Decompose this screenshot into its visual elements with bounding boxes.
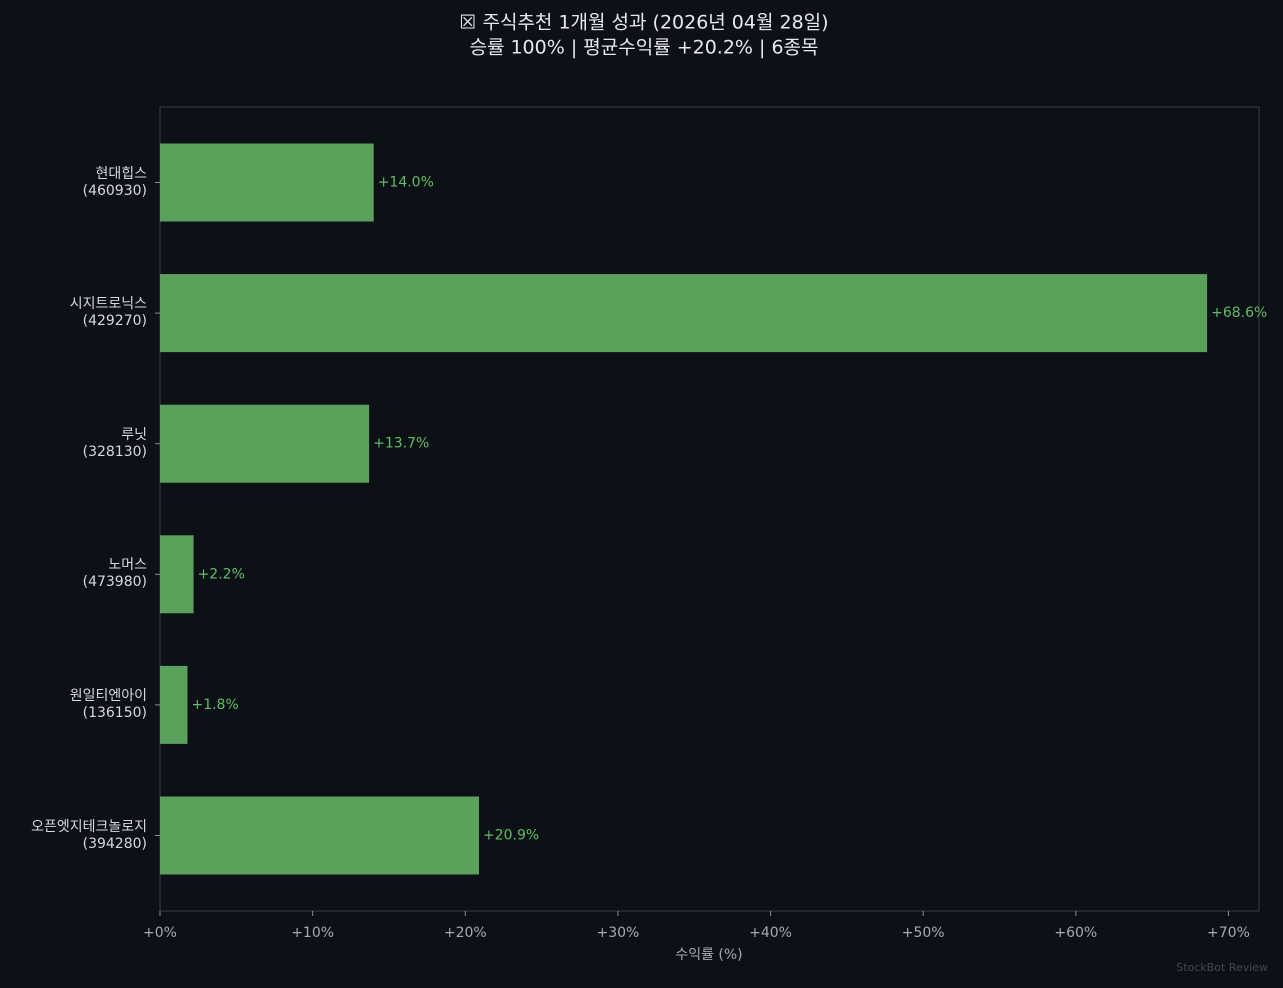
value-label: +13.7% [373,436,429,452]
value-label: +20.9% [483,828,539,844]
x-tick-label: +50% [902,925,945,941]
x-tick-label: +70% [1207,925,1250,941]
plot-area [159,106,1260,912]
chart-subtitle: 승률 100% | 평균수익률 +20.2% | 6종목 [469,37,818,59]
x-tick-label: +20% [444,925,487,941]
bar [160,143,374,222]
watermark: StockBot Review [1176,961,1268,974]
value-label: +14.0% [378,175,434,191]
value-label: +68.6% [1211,305,1267,321]
y-tick-label: 노머스 (473980) [82,557,147,591]
y-tick-label: 원일티엔아이 (136150) [69,687,147,721]
y-tick-label: 현대힙스 (460930) [82,165,147,199]
chart-title: ☒ 주식추천 1개월 성과 (2026년 04월 28일) [459,12,828,34]
x-tick-label: +60% [1054,925,1097,941]
bar [160,274,1208,353]
y-tick-label: 루닛 (328130) [82,426,147,460]
y-tick-label: 오픈엣지테크놀로지 (394280) [31,818,147,852]
x-tick-label: +0% [143,925,177,941]
x-tick-label: +10% [291,925,334,941]
x-axis-label: 수익률 (%) [675,947,742,963]
bar [160,535,194,614]
x-tick-label: +40% [749,925,792,941]
bar [160,665,188,744]
value-label: +1.8% [191,697,238,713]
x-tick-label: +30% [596,925,639,941]
value-label: +2.2% [198,566,245,582]
bar [160,404,370,483]
y-tick-label: 시지트로닉스 (429270) [69,296,147,330]
bar [160,796,480,875]
